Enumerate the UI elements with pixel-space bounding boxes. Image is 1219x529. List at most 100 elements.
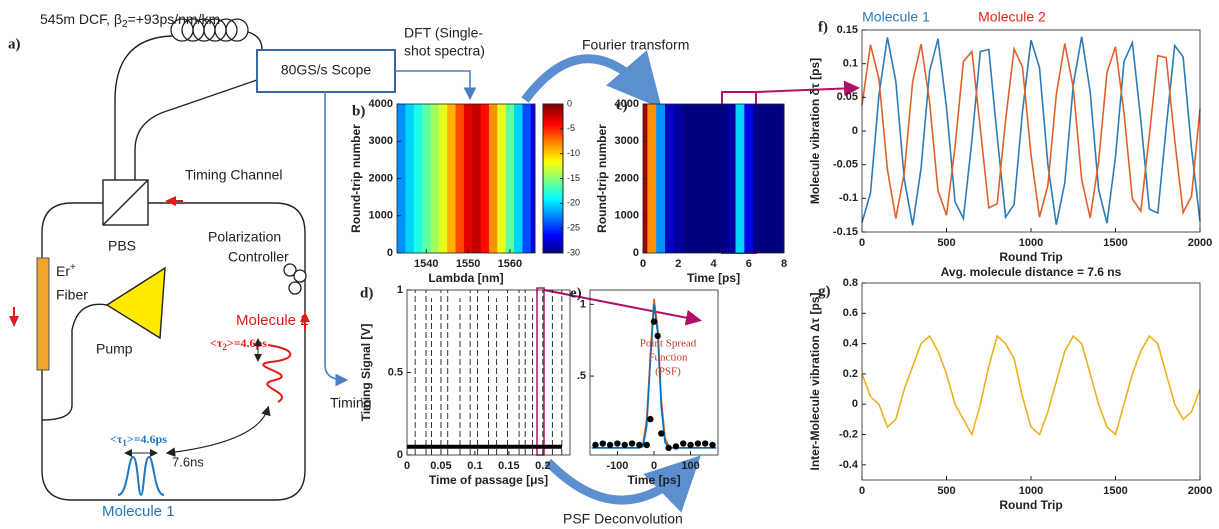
- heatmap-stripe: [422, 104, 431, 253]
- heatmap-stripe: [447, 104, 457, 253]
- y-tick-label: 0.1: [843, 58, 858, 70]
- colorbar-cell: [543, 208, 563, 212]
- series-line: [591, 304, 717, 449]
- y-tick-label: -0.4: [839, 459, 859, 471]
- timing-label: Timing: [330, 395, 372, 411]
- dft-label: DFT (Single-: [404, 25, 483, 41]
- timing-arrow: [324, 92, 349, 387]
- panel-label: f): [818, 19, 828, 35]
- y-tick-label: 0.4: [843, 338, 859, 350]
- y-tick-label: 0: [397, 449, 403, 461]
- y-tick-label: 1000: [369, 210, 393, 222]
- colorbar-cell: [543, 166, 563, 170]
- molecule-pulses: [262, 344, 292, 403]
- data-point: [647, 415, 654, 423]
- controller-label: Polarization: [208, 229, 281, 245]
- y-axis-label: Molecule vibration δτ [ps]: [808, 58, 822, 204]
- fiber: [247, 31, 263, 51]
- distance-arrow: [165, 405, 271, 457]
- colorbar-cell: [543, 203, 563, 207]
- heatmap-stripe: [413, 104, 423, 253]
- heatmap-stripe: [514, 104, 523, 253]
- x-tick-label: 0: [640, 258, 646, 270]
- data-point: [654, 332, 661, 340]
- colorbar-cell: [543, 153, 563, 157]
- colorbar-cell: [543, 121, 563, 125]
- psf-arrow: [544, 455, 701, 513]
- x-tick-label: 4: [710, 258, 717, 270]
- colorbar-cell: [543, 151, 563, 155]
- x-tick-label: 2: [675, 258, 681, 270]
- gain-fiber: [36, 257, 50, 371]
- heatmap-stripe: [430, 104, 440, 253]
- annotation: Point Spread: [640, 338, 697, 350]
- pump: [105, 266, 166, 340]
- colorbar-cell: [543, 198, 563, 202]
- molecule-label: Molecule 1: [102, 503, 175, 520]
- x-tick-label: 2000: [1188, 485, 1212, 497]
- heatmap-stripe: [735, 104, 745, 253]
- x-tick-label: 500: [937, 485, 955, 497]
- x-tick-label: -100: [606, 460, 628, 472]
- heatmap-stripe: [530, 104, 536, 253]
- y-tick-label: 0.6: [843, 307, 858, 319]
- heatmap-stripe: [717, 104, 728, 253]
- colorbar-cell: [543, 136, 563, 140]
- x-tick-label: 0.15: [498, 460, 519, 472]
- fourier-arrow: [521, 50, 662, 109]
- heatmap-stripe: [709, 104, 719, 253]
- direction-arrow: [300, 312, 310, 322]
- y-tick-label: 4000: [369, 98, 393, 110]
- data-point: [658, 430, 665, 437]
- colorbar-cell: [543, 123, 563, 127]
- x-tick-label: 500: [937, 237, 955, 249]
- data-point: [680, 440, 687, 447]
- x-axis-label: Time [ps]: [687, 271, 740, 285]
- y-tick-label: .5: [577, 370, 586, 382]
- x-tick-label: 1540: [414, 258, 438, 270]
- colorbar-cell: [543, 190, 563, 194]
- colorbar-cell: [543, 193, 563, 197]
- panel-label: c): [616, 97, 628, 113]
- data-point: [687, 441, 694, 449]
- colorbar-cell: [543, 188, 563, 192]
- data-point: [614, 440, 621, 447]
- pulse-separation: <τ1>=4.6ps: [110, 432, 167, 448]
- colorbar-cell: [543, 238, 563, 242]
- colorbar-cell: [543, 128, 563, 132]
- colorbar-cell: [543, 118, 563, 122]
- zoom-line: [543, 289, 702, 326]
- y-tick-label: 2000: [369, 172, 393, 184]
- colorbar-cell: [543, 223, 563, 227]
- x-tick-label: 0: [859, 485, 865, 497]
- y-tick-label: 3000: [369, 135, 393, 147]
- heatmap-stripe: [472, 104, 482, 253]
- x-tick-label: 1500: [1103, 237, 1127, 249]
- x-tick-label: 1000: [1019, 485, 1043, 497]
- molecule-pulses: [117, 455, 165, 497]
- heatmap-stripe: [489, 104, 498, 253]
- y-tick-label: 4000: [615, 98, 639, 110]
- colorbar-cell: [543, 133, 563, 137]
- heatmap-stripe: [463, 104, 473, 253]
- y-tick-label: 0.05: [837, 91, 858, 103]
- colorbar-tick-label: -5: [567, 123, 575, 133]
- colorbar-cell: [543, 156, 563, 160]
- heatmap-stripe: [744, 104, 754, 253]
- x-axis-label: Time of passage [μs]: [429, 473, 548, 487]
- colorbar-tick-label: -20: [567, 198, 580, 208]
- y-tick-label: 1: [580, 298, 586, 310]
- heatmap-stripe: [700, 104, 710, 253]
- pbs-label: PBS: [108, 238, 136, 254]
- data-point: [665, 444, 672, 452]
- panel-label: b): [352, 103, 365, 119]
- x-tick-label: 0: [651, 460, 657, 472]
- x-tick-label: 0.2: [535, 460, 550, 472]
- data-point: [694, 440, 702, 447]
- x-tick-label: 2000: [1188, 237, 1212, 249]
- setup-diagram: a) 545m DCF, β2=+93ps/nm/km 80GS/s Scope…: [8, 11, 860, 527]
- heatmap-stripe: [647, 104, 657, 253]
- heatmap-stripe: [761, 104, 772, 253]
- x-tick-label: 1560: [498, 258, 522, 270]
